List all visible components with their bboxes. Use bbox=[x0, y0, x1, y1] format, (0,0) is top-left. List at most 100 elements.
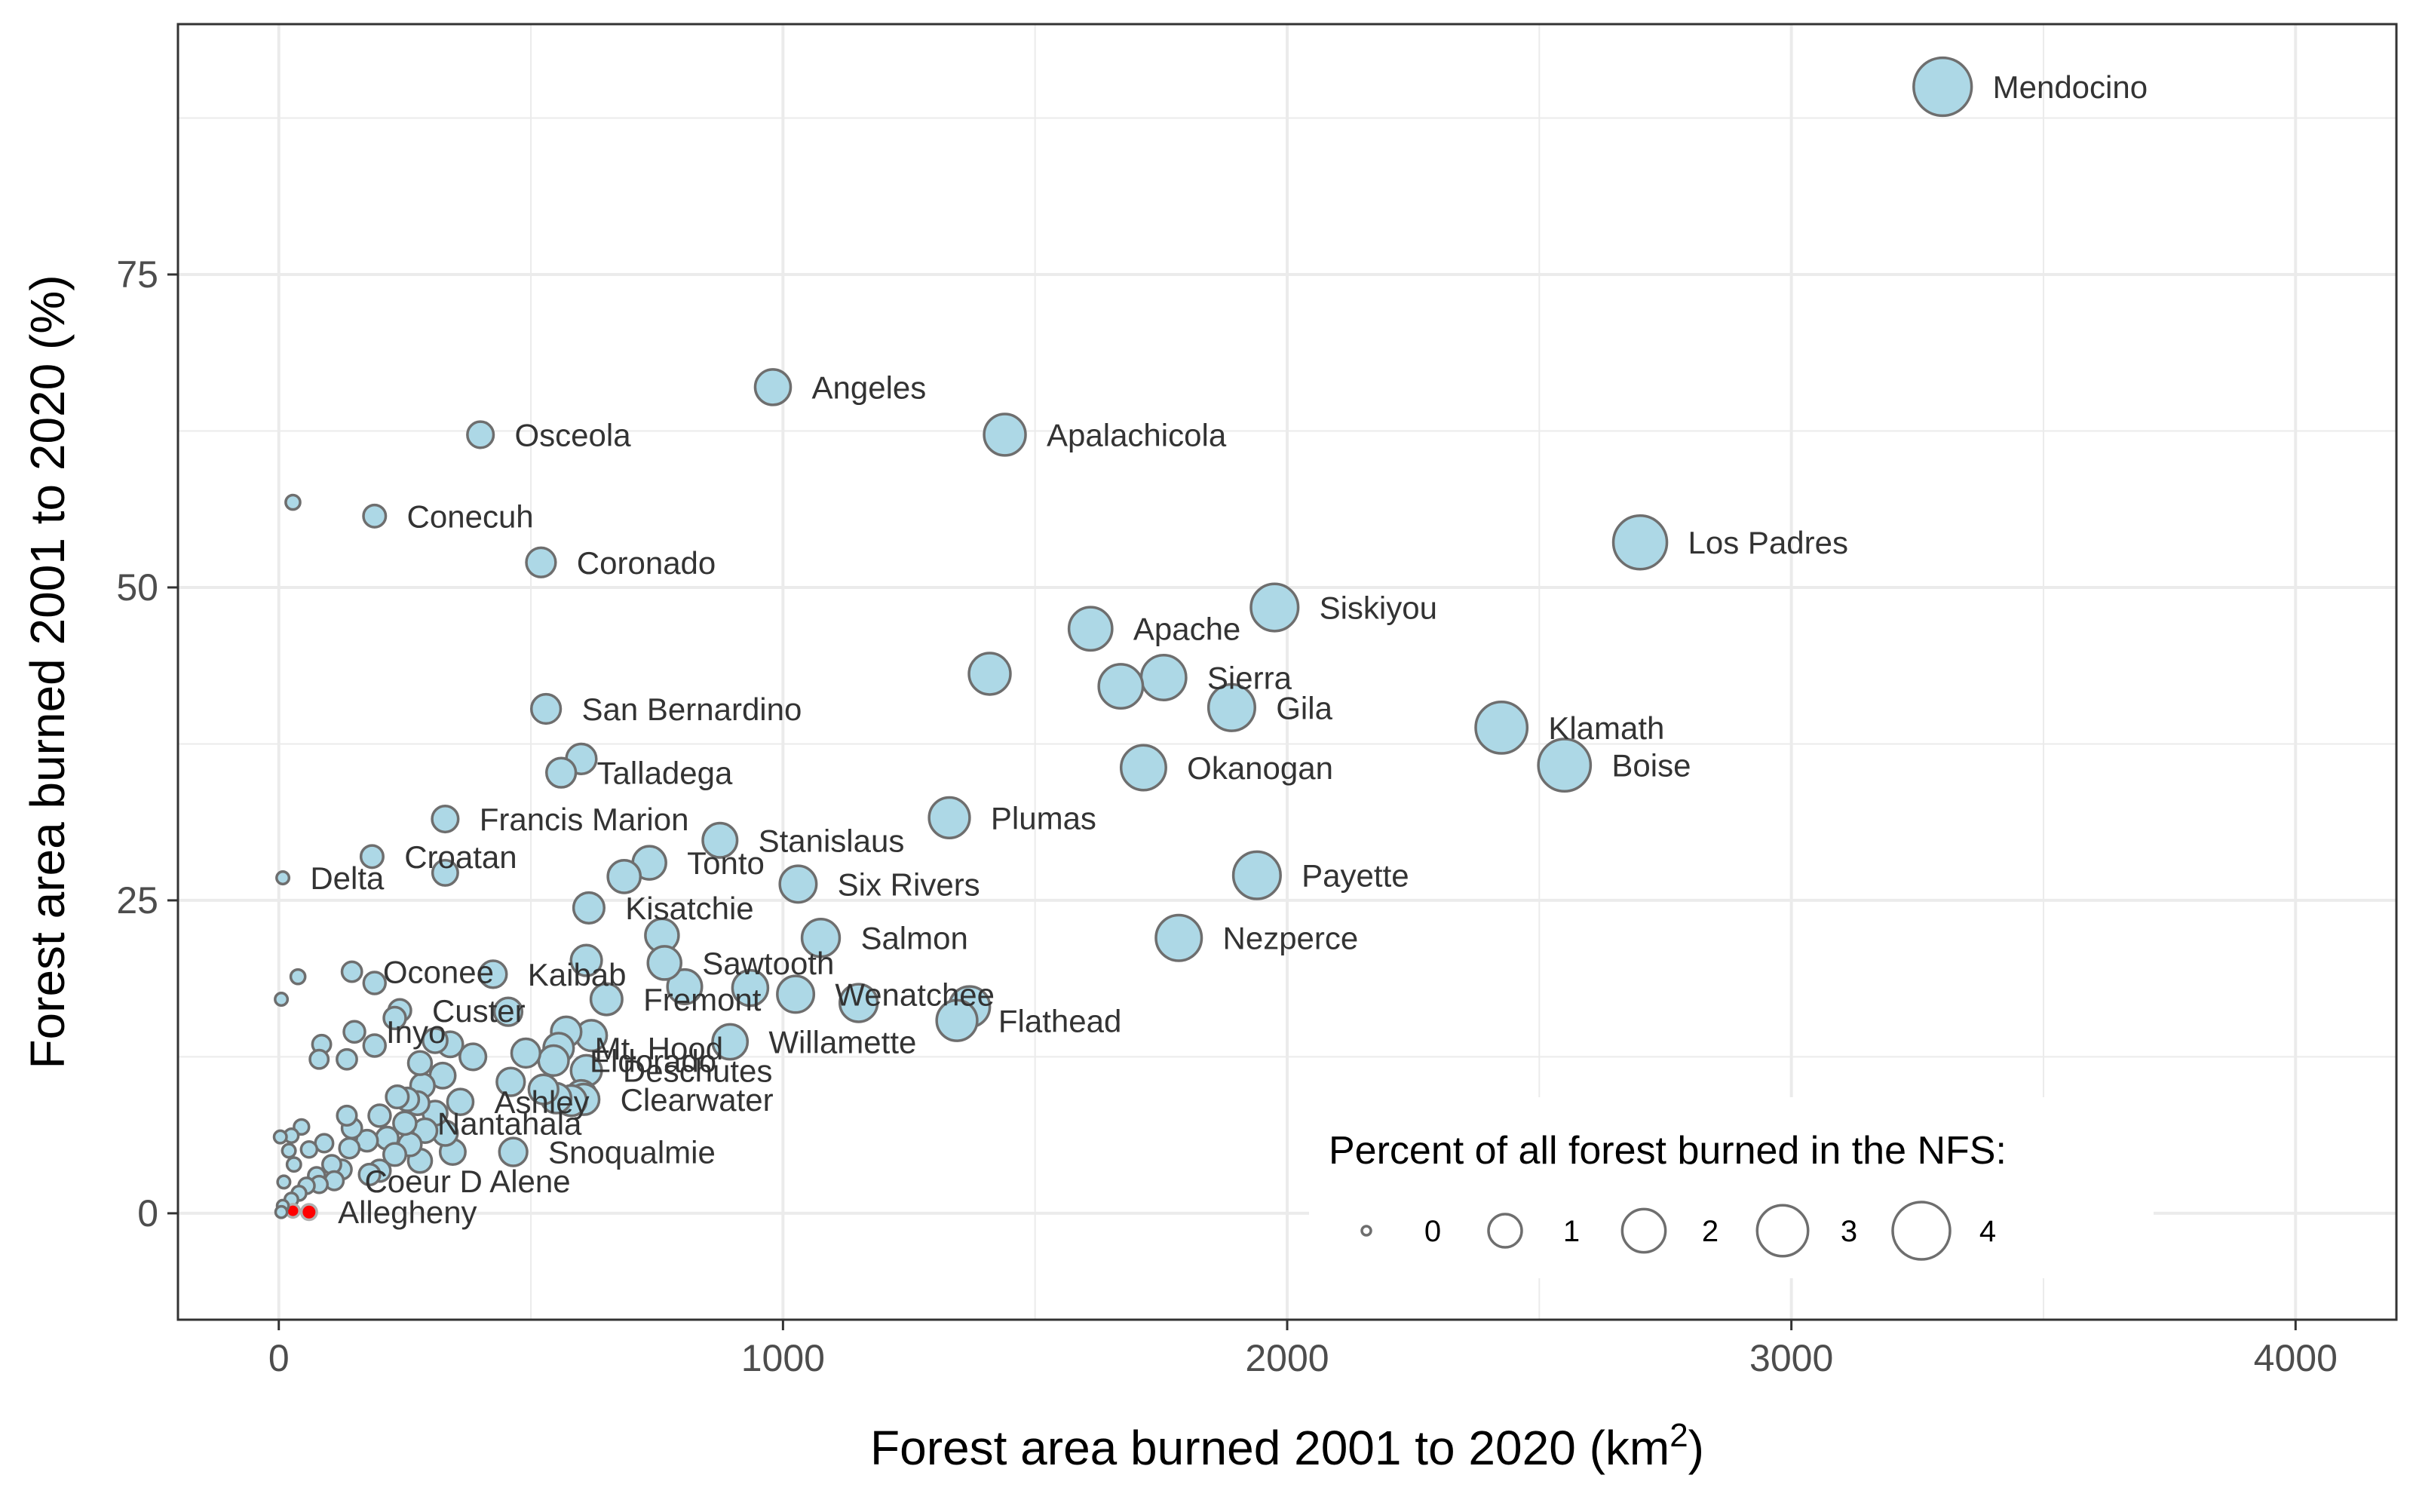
x-tick-label: 3000 bbox=[1749, 1337, 1833, 1379]
data-point bbox=[362, 1033, 387, 1058]
point-label: Willamette bbox=[768, 1025, 916, 1060]
point-label: Coeur D Alene bbox=[364, 1164, 570, 1199]
data-point bbox=[284, 493, 302, 511]
point-label: Deschutes bbox=[623, 1053, 772, 1089]
point-label: Apalachicola bbox=[1047, 417, 1227, 452]
data-point bbox=[458, 1042, 488, 1072]
point-label: Fremont bbox=[643, 982, 762, 1017]
data-point bbox=[606, 859, 642, 894]
legend-key-circle bbox=[1755, 1204, 1810, 1258]
point-label: Allegheny bbox=[338, 1195, 477, 1230]
point-label: Mt. Hood bbox=[595, 1031, 723, 1066]
legend-key-label: 3 bbox=[1841, 1215, 1857, 1248]
point-okanogan bbox=[1119, 744, 1167, 792]
data-point bbox=[666, 968, 704, 1005]
point-oconee bbox=[340, 960, 363, 983]
data-point bbox=[274, 992, 290, 1007]
point-flathead bbox=[935, 998, 979, 1042]
point-label: Mendocino bbox=[1993, 69, 2148, 105]
y-tick-label: 50 bbox=[116, 566, 158, 609]
point-siskiyou bbox=[1249, 582, 1300, 633]
point-label: Plumas bbox=[991, 800, 1096, 836]
point-boise bbox=[1537, 738, 1593, 793]
point-fremont bbox=[589, 982, 624, 1017]
legend-key-label: 4 bbox=[1979, 1215, 1996, 1248]
x-tick-label: 4000 bbox=[2254, 1337, 2338, 1379]
point-label: Kaibab bbox=[528, 957, 627, 992]
point-conecuh bbox=[362, 503, 388, 529]
point-label: Oconee bbox=[383, 955, 494, 990]
data-point bbox=[731, 968, 770, 1007]
point-six-rivers bbox=[778, 864, 818, 904]
point-label: Inyo bbox=[386, 1014, 446, 1050]
point-gila bbox=[1206, 682, 1256, 732]
point-eldorado bbox=[537, 1044, 570, 1078]
x-tick-label: 2000 bbox=[1245, 1337, 1329, 1379]
legend-key-circle bbox=[1620, 1207, 1667, 1254]
point-label: Sawtooth bbox=[702, 946, 834, 981]
data-point bbox=[1097, 663, 1145, 710]
legend-key-circle bbox=[1487, 1213, 1523, 1249]
point-label: Los Padres bbox=[1688, 525, 1848, 560]
data-point bbox=[527, 1073, 560, 1106]
data-point bbox=[367, 1103, 392, 1128]
data-point bbox=[336, 1047, 358, 1071]
point-label: Payette bbox=[1302, 858, 1409, 894]
point-label: Conecuh bbox=[407, 498, 534, 534]
point-label: Angeles bbox=[812, 370, 927, 405]
point-sierra bbox=[1139, 653, 1188, 701]
point-kaibab bbox=[478, 959, 508, 989]
data-point bbox=[357, 1162, 382, 1187]
point-label: Talladega bbox=[597, 756, 733, 791]
point-nezperce bbox=[1154, 913, 1203, 962]
legend-key-circle bbox=[1360, 1225, 1372, 1237]
point-label: Francis Marion bbox=[480, 802, 689, 837]
point-talladega bbox=[545, 756, 578, 789]
point-label: Stanislaus bbox=[759, 823, 905, 858]
data-point bbox=[569, 943, 603, 977]
point-label: Six Rivers bbox=[838, 866, 980, 902]
x-axis-title: Forest area burned 2001 to 2020 (km2) bbox=[870, 1417, 1704, 1475]
data-point bbox=[382, 1005, 407, 1031]
data-point bbox=[510, 1037, 542, 1069]
y-tick-label: 75 bbox=[116, 253, 158, 296]
data-point bbox=[431, 858, 459, 887]
point-label: Delta bbox=[310, 860, 385, 896]
legend-key-label: 1 bbox=[1563, 1215, 1580, 1248]
legend-title: Percent of all forest burned in the NFS: bbox=[1329, 1129, 2007, 1173]
legend-key-label: 2 bbox=[1702, 1215, 1719, 1248]
point-coronado bbox=[525, 546, 557, 578]
point-label: Custer bbox=[432, 993, 526, 1029]
point-label: Osceola bbox=[514, 417, 631, 452]
point-inyo bbox=[342, 1020, 366, 1044]
data-point bbox=[362, 971, 387, 995]
point-label: Wenatchee bbox=[835, 977, 995, 1012]
point-label: San Bernardino bbox=[581, 692, 802, 727]
point-francis-marion bbox=[431, 804, 460, 834]
point-label: Siskiyou bbox=[1320, 590, 1437, 626]
x-tick-label: 1000 bbox=[741, 1337, 825, 1379]
legend-box bbox=[1309, 1097, 2154, 1278]
point-ashley bbox=[446, 1087, 475, 1117]
point-label: Sierra bbox=[1207, 660, 1292, 695]
data-point bbox=[406, 1050, 434, 1076]
y-axis-title: Forest area burned 2001 to 2020 (%) bbox=[20, 274, 75, 1069]
point-label: Nantahala bbox=[437, 1106, 582, 1141]
data-point bbox=[276, 1174, 292, 1190]
point-angeles bbox=[753, 368, 793, 406]
point-plumas bbox=[927, 796, 971, 839]
point-willamette bbox=[711, 1023, 750, 1061]
point-apache bbox=[1067, 606, 1114, 652]
y-tick-label: 0 bbox=[137, 1192, 158, 1234]
data-point bbox=[967, 652, 1012, 696]
point-label: Nezperce bbox=[1223, 921, 1359, 956]
point-klamath bbox=[1474, 700, 1529, 755]
data-point bbox=[338, 1136, 361, 1160]
point-salmon bbox=[800, 918, 842, 958]
point-san-bernardino bbox=[529, 692, 563, 725]
data-point bbox=[272, 1129, 288, 1145]
point-osceola bbox=[466, 420, 495, 449]
point-label: Salmon bbox=[860, 921, 967, 956]
point-mendocino bbox=[1912, 56, 1973, 118]
